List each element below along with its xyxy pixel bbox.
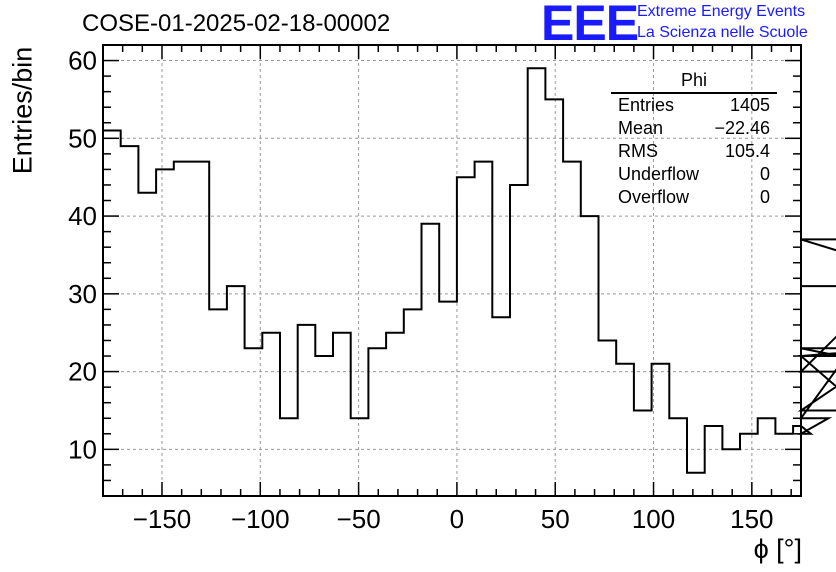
x-tick-label: 50 (541, 504, 570, 534)
stats-row-overflow: Overflow 0 (611, 186, 777, 209)
x-tick-label: −150 (133, 504, 192, 534)
stats-value: 105.4 (724, 141, 770, 161)
x-tick-label: 0 (450, 504, 464, 534)
tick-labels: −150 −100 −50 0 50 100 150 10 20 30 40 50 60 (68, 46, 773, 534)
stats-box: Phi Entries 1405 Mean −22.46 RMS 105.4 U… (611, 70, 777, 209)
stats-row-underflow: Underflow 0 (611, 163, 777, 186)
stats-box-title: Phi (611, 70, 777, 94)
y-tick-label: 60 (68, 46, 97, 76)
chart-title: COSE-01-2025-02-18-00002 (82, 10, 391, 37)
x-tick-label: −100 (231, 504, 290, 534)
plot-frame (102, 44, 802, 497)
x-tick-label: 100 (632, 504, 675, 534)
stats-value: 0 (759, 164, 770, 184)
x-axis-label: ϕ [°] (753, 534, 802, 564)
y-axis-label: Entries/bin (7, 46, 38, 175)
stats-label: Mean (618, 118, 664, 138)
stats-label: Entries (618, 95, 675, 115)
y-tick-label: 10 (68, 434, 97, 464)
x-tick-label: 150 (730, 504, 773, 534)
logo-line-2: La Scienza nelle Scuole (637, 24, 808, 41)
y-tick-label: 50 (68, 123, 97, 153)
stats-value: 0 (759, 187, 770, 207)
grid-lines (103, 45, 801, 496)
y-tick-label: 30 (68, 279, 97, 309)
stats-value: 1405 (729, 95, 770, 115)
stats-row-entries: Entries 1405 (611, 94, 777, 117)
stats-label: RMS (618, 141, 658, 161)
y-tick-label: 40 (68, 201, 97, 231)
logo-line-1: Extreme Energy Events (637, 3, 806, 20)
x-tick-label: −50 (337, 504, 381, 534)
stats-value: −22.46 (714, 118, 770, 138)
stats-row-mean: Mean −22.46 (611, 117, 777, 140)
eee-logo: EEE (541, 0, 639, 51)
stats-label: Overflow (618, 187, 690, 207)
stats-label: Underflow (618, 164, 700, 184)
y-tick-label: 20 (68, 357, 97, 387)
axis-ticks (102, 44, 801, 496)
stats-row-rms: RMS 105.4 (611, 140, 777, 163)
